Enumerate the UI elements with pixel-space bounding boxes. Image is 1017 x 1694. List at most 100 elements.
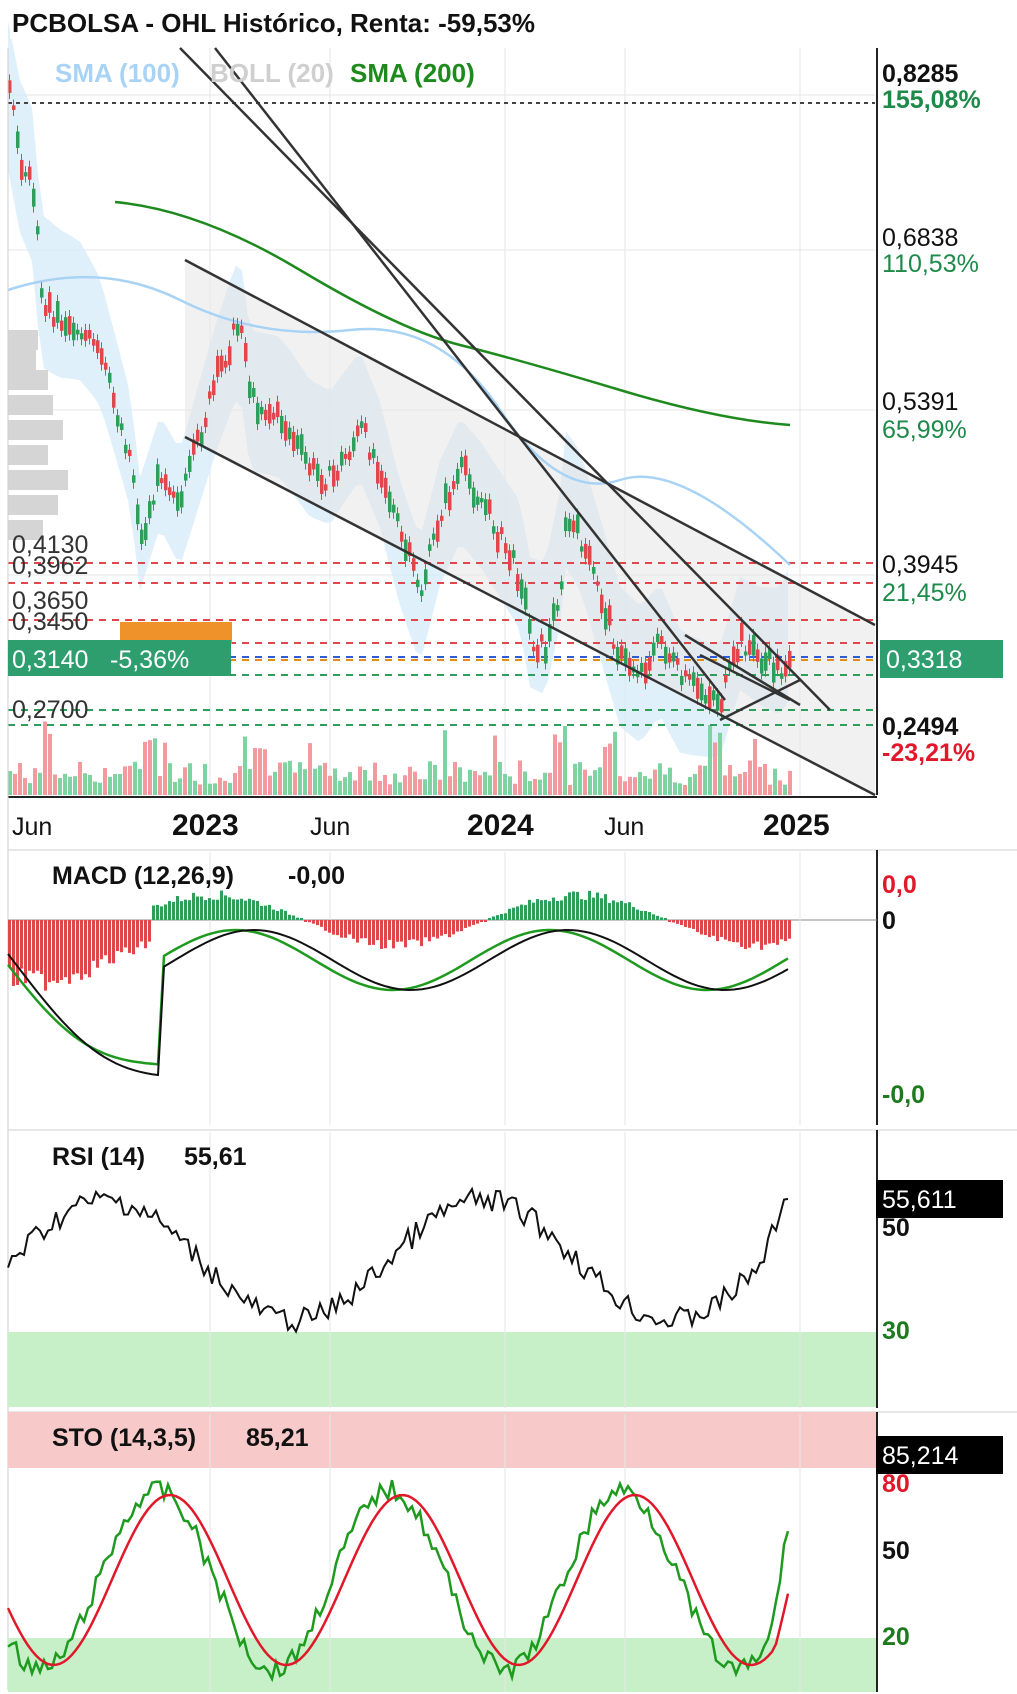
macd-histogram-bar: [68, 920, 71, 984]
volume-bar: [438, 779, 442, 795]
candle: [560, 581, 564, 590]
volume-bar: [88, 774, 92, 795]
sma-100-line: [7, 275, 791, 566]
macd-histogram-bar: [500, 913, 503, 920]
macd-histogram-bar: [388, 920, 391, 940]
candle: [604, 608, 608, 630]
trend-line: [699, 653, 791, 702]
macd-histogram-bar: [284, 910, 287, 920]
macd-tick-label: 0: [882, 907, 896, 935]
candle: [624, 648, 628, 666]
macd-value: -0,00: [288, 862, 345, 890]
candle: [424, 569, 428, 585]
candle: [236, 323, 240, 336]
macd-histogram-bar: [280, 909, 283, 920]
macd-histogram-bar: [652, 914, 655, 920]
volume-bar: [468, 769, 472, 795]
volume-bar: [263, 749, 267, 795]
candle: [220, 355, 224, 372]
rsi-panel: [7, 1129, 1017, 1408]
macd-histogram-bar: [252, 900, 255, 920]
macd-histogram-bar: [88, 920, 91, 978]
candle: [484, 499, 488, 516]
candle: [360, 421, 364, 428]
volume-bar: [508, 776, 512, 795]
volume-bar: [613, 731, 617, 795]
volume-bar: [433, 764, 437, 795]
candle: [284, 421, 288, 441]
macd-histogram-bar: [448, 920, 451, 938]
candle: [700, 683, 704, 701]
macd-histogram-bar: [12, 920, 15, 986]
volume-bar: [473, 771, 477, 795]
macd-histogram-bar: [84, 920, 87, 975]
macd-histogram-bar: [424, 920, 427, 938]
x-tick-label: Jun: [604, 813, 644, 841]
volume-bar: [343, 777, 347, 795]
volume-bar: [108, 776, 112, 795]
macd-histogram-bar: [476, 920, 479, 924]
macd-histogram-bar: [296, 917, 299, 920]
macd-histogram-bar: [312, 920, 315, 924]
macd-histogram-bar: [236, 899, 239, 920]
volume-profile-bar: [8, 350, 36, 370]
macd-histogram-bar: [452, 920, 455, 935]
candle: [224, 360, 228, 368]
macd-histogram-bar: [584, 900, 587, 920]
macd-histogram-bar: [28, 920, 31, 971]
volume-bar: [728, 765, 732, 795]
macd-histogram-bar: [152, 905, 155, 920]
volume-bar: [783, 784, 787, 795]
volume-bar: [558, 742, 562, 795]
sto-badge: [876, 1436, 1003, 1474]
macd-label: MACD (12,26,9): [52, 862, 234, 890]
volume-bar: [673, 782, 677, 795]
macd-histogram-bar: [264, 905, 267, 920]
candle: [720, 699, 724, 713]
macd-histogram-bar: [244, 900, 247, 920]
left-level-label: 0,4130: [12, 531, 88, 559]
volume-bar: [593, 770, 597, 795]
volume-bar: [133, 761, 137, 795]
volume-bar: [723, 775, 727, 795]
volume-bar: [328, 775, 332, 795]
candle: [592, 566, 596, 574]
macd-histogram-bar: [184, 899, 187, 920]
volume-bar: [188, 763, 192, 795]
macd-histogram-bar: [680, 920, 683, 926]
macd-histogram-bar: [512, 907, 515, 920]
volume-profile-bar: [8, 445, 48, 465]
volume-bar: [503, 773, 507, 795]
volume-bar: [303, 769, 307, 795]
macd-histogram-bar: [104, 920, 107, 956]
macd-histogram-bar: [344, 920, 347, 938]
macd-line: [7, 928, 789, 1066]
macd-histogram-bar: [216, 899, 219, 920]
macd-histogram-bar: [272, 909, 275, 920]
candle: [160, 478, 164, 484]
candle: [280, 415, 284, 434]
macd-histogram-bar: [132, 920, 135, 955]
macd-histogram-bar: [36, 920, 39, 971]
volume-bar: [228, 782, 232, 795]
macd-histogram-bar: [324, 920, 327, 931]
macd-histogram-bar: [136, 920, 139, 948]
candle: [556, 605, 560, 611]
volume-bar: [353, 780, 357, 795]
volume-bar: [698, 765, 702, 795]
volume-bar: [158, 776, 162, 795]
price-tick-label: 0,8285: [882, 60, 959, 88]
candle: [684, 670, 688, 677]
macd-histogram-bar: [636, 909, 639, 920]
candle: [408, 542, 412, 557]
macd-histogram-bar: [708, 920, 711, 938]
volume-bar: [578, 762, 582, 795]
macd-histogram-bar: [696, 920, 699, 933]
volume-bar: [373, 762, 377, 795]
macd-histogram-bar: [320, 920, 323, 927]
candle: [460, 456, 464, 468]
volume-bar: [388, 784, 392, 795]
volume-bar: [8, 770, 12, 795]
macd-histogram-bar: [52, 920, 55, 981]
macd-histogram-bar: [348, 920, 351, 935]
